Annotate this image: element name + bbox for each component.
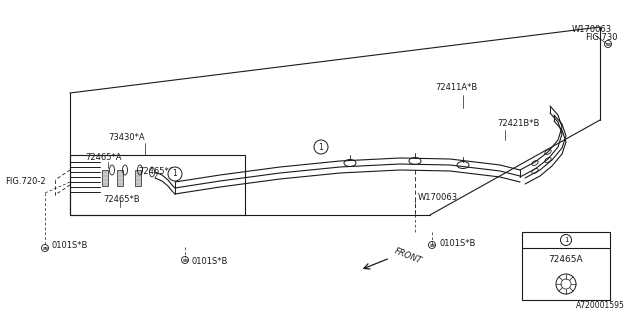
Text: 0101S*B: 0101S*B (192, 257, 228, 266)
Text: 72465*B: 72465*B (103, 196, 140, 204)
Text: 1: 1 (173, 170, 177, 179)
Text: W170063: W170063 (418, 193, 458, 202)
Circle shape (168, 167, 182, 181)
Text: 72465*C: 72465*C (138, 166, 175, 175)
Text: FIG.720-2: FIG.720-2 (5, 178, 45, 187)
Bar (522, 232, 610, 300)
Bar (117, 170, 123, 186)
Text: 0101S*B: 0101S*B (52, 242, 88, 251)
Text: 1: 1 (564, 237, 568, 243)
Circle shape (314, 140, 328, 154)
Text: 1: 1 (319, 142, 323, 151)
Text: 72465A: 72465A (548, 255, 583, 265)
Text: 72421B*B: 72421B*B (497, 118, 540, 127)
Text: 0101S*B: 0101S*B (440, 238, 476, 247)
Text: 73430*A: 73430*A (108, 132, 145, 141)
Text: FIG.730: FIG.730 (585, 33, 618, 42)
Bar (102, 170, 108, 186)
Text: FRONT: FRONT (393, 246, 423, 266)
Circle shape (561, 235, 572, 245)
Bar (70, 155, 245, 215)
Text: 72465*A: 72465*A (85, 154, 122, 163)
Text: 72411A*B: 72411A*B (435, 84, 477, 92)
Text: W170063: W170063 (572, 25, 612, 34)
Bar (135, 170, 141, 186)
Text: A720001595: A720001595 (576, 301, 625, 310)
